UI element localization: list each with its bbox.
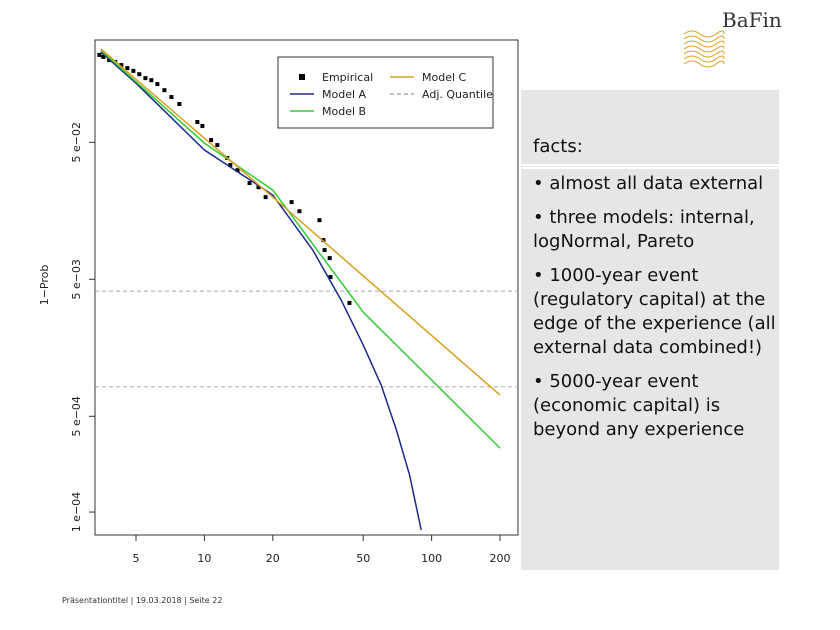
data-point xyxy=(119,63,124,68)
data-point xyxy=(289,200,294,205)
model-line xyxy=(100,48,501,396)
model-line xyxy=(100,51,422,531)
plot-frame xyxy=(94,39,519,536)
y-tick-label: 5 e−04 xyxy=(70,396,83,436)
fact-item: • 5000-year event (economic capital) is … xyxy=(533,371,745,440)
fact-item: • 1000-year event (regulatory capital) a… xyxy=(533,265,776,358)
data-point xyxy=(125,66,130,71)
data-point xyxy=(131,68,136,73)
y-tick-label: 5 e−03 xyxy=(70,259,83,299)
fact-item: • almost all data external xyxy=(533,173,764,194)
x-tick-label: 100 xyxy=(421,552,442,565)
data-point xyxy=(228,163,233,168)
data-point xyxy=(215,143,220,148)
footer: Präsentationtitel | 19.03.2018 | Seite 2… xyxy=(62,596,223,605)
legend-box xyxy=(277,56,494,129)
data-point xyxy=(235,168,240,173)
data-point xyxy=(317,218,322,223)
data-point xyxy=(209,138,214,143)
data-point xyxy=(149,78,154,83)
data-point xyxy=(328,275,333,280)
y-axis-label: 1−Prob xyxy=(38,265,51,306)
data-point xyxy=(347,300,352,305)
data-point xyxy=(321,238,326,243)
data-point xyxy=(169,95,174,100)
data-point xyxy=(200,124,205,129)
data-point xyxy=(162,88,167,93)
data-point xyxy=(137,72,142,77)
y-tick-label: 1 e−04 xyxy=(70,492,83,532)
legend-symbol xyxy=(299,74,305,80)
legend-label: Adj. Quantile xyxy=(422,88,493,101)
separator xyxy=(521,164,779,166)
data-point xyxy=(263,195,268,200)
data-point xyxy=(322,248,327,253)
data-point xyxy=(143,76,148,81)
facts-panel: facts: • almost all data external • three… xyxy=(521,90,779,570)
legend-label: Model C xyxy=(422,71,467,84)
separator xyxy=(521,167,779,169)
model-line xyxy=(100,49,501,449)
logo: BaFin xyxy=(722,8,782,32)
data-point xyxy=(177,102,182,107)
legend: Empirical Model A Model B Model C Adj. Quant… xyxy=(277,56,494,129)
fact-item: • three models: internal, logNormal, Par… xyxy=(533,207,755,252)
legend-label: Empirical xyxy=(322,71,373,84)
facts-title: facts: xyxy=(533,136,583,157)
x-tick-label: 50 xyxy=(356,552,370,565)
legend-label: Model B xyxy=(322,105,366,118)
data-point xyxy=(101,54,106,59)
data-point xyxy=(97,52,102,57)
x-tick-label: 10 xyxy=(197,552,211,565)
x-tick-label: 20 xyxy=(266,552,280,565)
x-tick-label: 200 xyxy=(490,552,511,565)
data-point xyxy=(256,185,261,190)
plot-area xyxy=(95,48,518,531)
data-point xyxy=(195,120,200,125)
data-point xyxy=(155,82,160,87)
y-tick-label: 5 e−02 xyxy=(70,122,83,162)
data-point xyxy=(297,209,302,214)
data-point xyxy=(247,181,252,186)
facts-list: • almost all data external • three models… xyxy=(533,172,779,452)
legend-label: Model A xyxy=(322,88,367,101)
data-point xyxy=(327,256,332,261)
logo-icon xyxy=(683,30,725,68)
x-tick-label: 5 xyxy=(133,552,140,565)
